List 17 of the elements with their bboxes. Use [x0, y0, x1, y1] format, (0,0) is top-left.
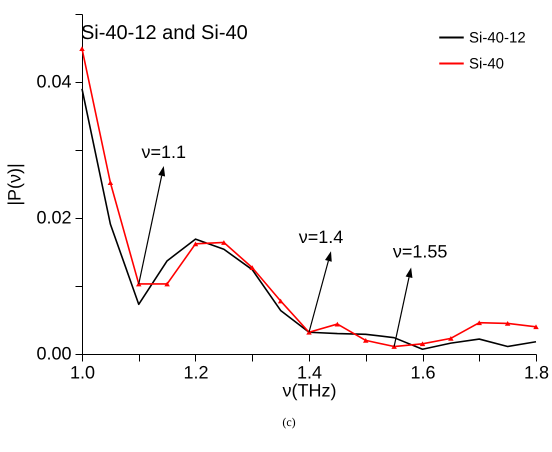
x-tick-label: 1.2 — [183, 362, 209, 382]
y-axis-title: |P(ν)| — [4, 163, 24, 206]
x-axis-title: ν(THz) — [282, 380, 336, 400]
text: (c) — [282, 415, 296, 429]
x-tick-label: 1.6 — [410, 362, 436, 382]
x-tick-label: 1.8 — [524, 362, 550, 382]
x-tick-label: 1.4 — [296, 362, 322, 382]
legend-label: Si-40 — [469, 56, 504, 72]
legend-label: Si-40-12 — [469, 30, 526, 46]
x-tick-label: 1.0 — [70, 362, 96, 382]
y-tick-label: 0.00 — [36, 344, 72, 364]
annotation: ν=1.55 — [392, 242, 448, 262]
y-tick-label: 0.04 — [36, 72, 72, 92]
annotation: ν=1.4 — [298, 227, 344, 248]
y-tick-label: 0.02 — [36, 208, 72, 228]
annotation: ν=1.1 — [141, 142, 186, 162]
chart-title: Si-40-12 and Si-40 — [80, 22, 248, 44]
